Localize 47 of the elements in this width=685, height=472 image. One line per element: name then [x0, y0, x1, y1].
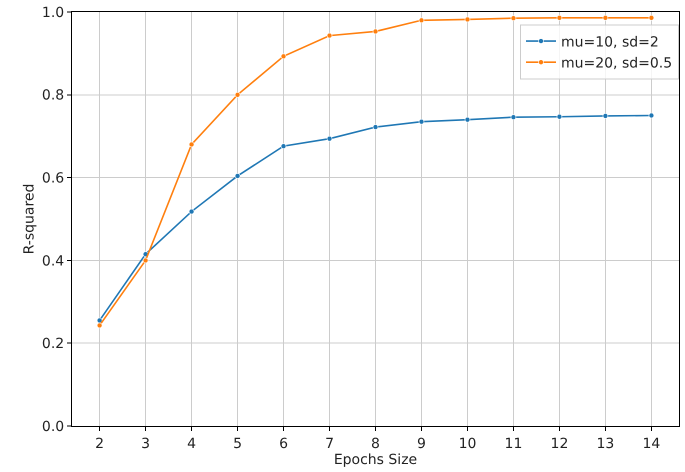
- x-tick-label: 10: [458, 436, 476, 452]
- y-tick-label: 0.6: [42, 170, 64, 186]
- point: [464, 16, 470, 22]
- x-tick-label: 5: [233, 436, 242, 452]
- point: [648, 112, 654, 118]
- point: [464, 116, 470, 122]
- y-tick-label: 0.0: [42, 418, 64, 435]
- x-axis-title: Epochs Size: [334, 452, 418, 468]
- point: [234, 173, 240, 179]
- point: [188, 142, 194, 148]
- x-tick-label: 4: [187, 436, 196, 452]
- x-tick-label: 8: [371, 436, 380, 452]
- point: [510, 15, 516, 22]
- point: [418, 17, 424, 24]
- x-tick-label: 11: [504, 436, 522, 452]
- point: [602, 15, 608, 21]
- y-tick-label: 1.0: [42, 4, 64, 21]
- point: [96, 322, 102, 328]
- point: [556, 114, 562, 120]
- point: [648, 15, 654, 21]
- legend-label: mu=20, sd=0.5: [561, 56, 672, 72]
- x-tick-label: 13: [596, 436, 614, 452]
- point: [372, 124, 378, 130]
- point: [142, 258, 148, 264]
- x-tick-label: 14: [642, 436, 660, 452]
- point: [418, 118, 424, 125]
- point: [372, 28, 378, 34]
- point: [280, 143, 286, 149]
- x-tick-label: 12: [550, 436, 568, 452]
- point: [556, 15, 562, 21]
- point: [234, 92, 240, 98]
- x-tick-label: 7: [325, 436, 334, 452]
- point: [326, 32, 332, 38]
- x-tick-label: 2: [95, 436, 104, 452]
- point: [326, 136, 332, 142]
- point: [280, 54, 286, 60]
- y-tick-label: 0.4: [42, 253, 64, 270]
- point: [602, 113, 608, 119]
- x-tick-label: 3: [141, 436, 150, 452]
- point: [510, 114, 516, 120]
- x-tick-label: 9: [417, 436, 426, 452]
- y-tick-label: 0.2: [42, 336, 64, 352]
- point: [188, 208, 194, 214]
- y-tick-label: 0.8: [42, 88, 64, 104]
- y-axis-title: R-squared: [22, 184, 38, 254]
- legend-label: mu=10, sd=2: [561, 34, 659, 50]
- x-tick-label: 6: [279, 436, 288, 452]
